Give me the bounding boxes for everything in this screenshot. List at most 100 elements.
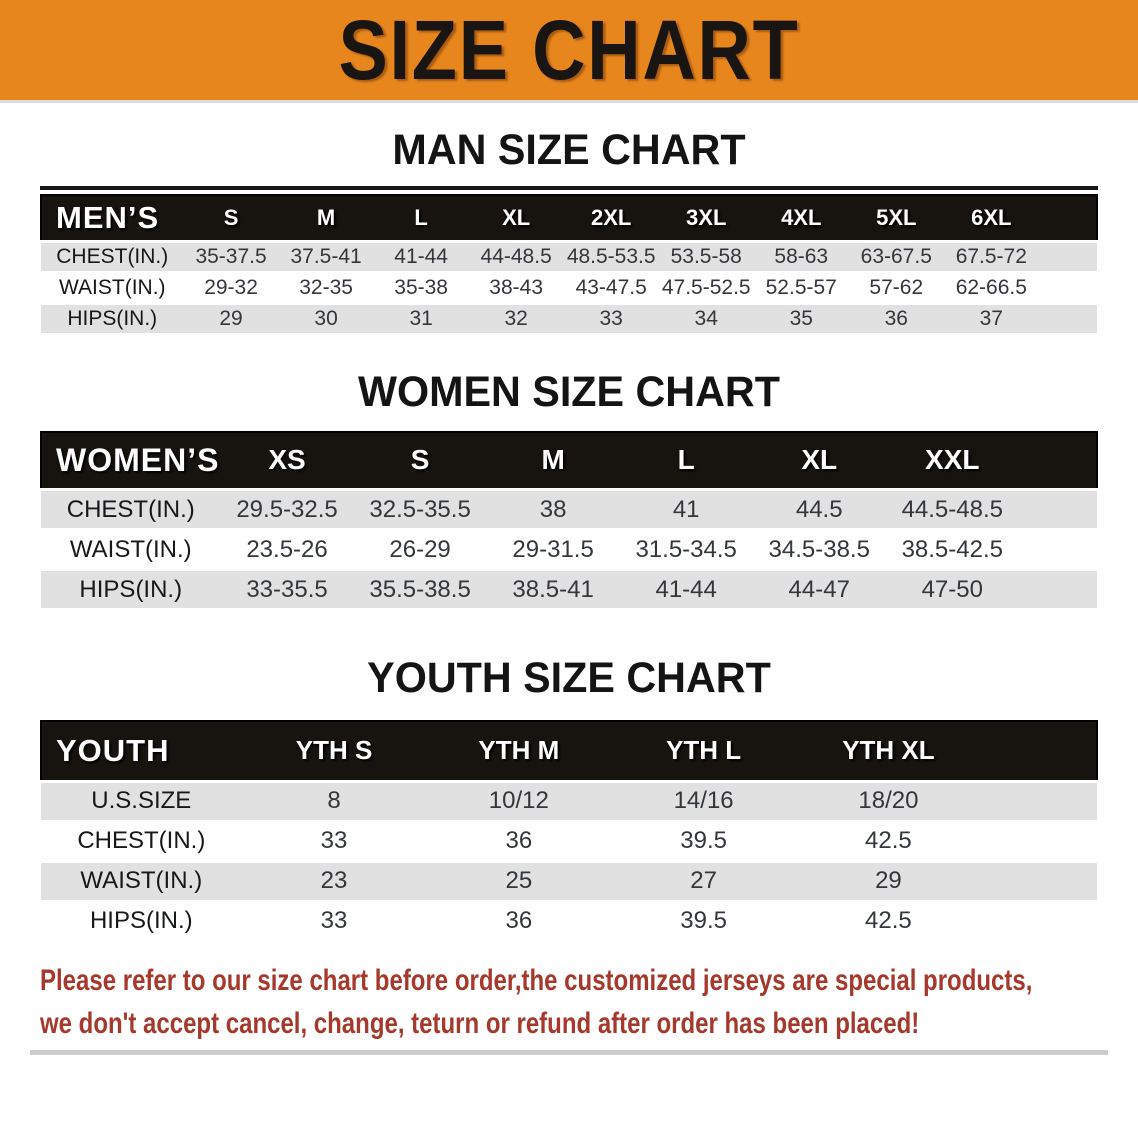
spacer-cell bbox=[1019, 432, 1097, 490]
size-value-cell: 43-47.5 bbox=[575, 275, 647, 299]
youth-size-table-grid: YOUTH YTH S YTH M YTH L YTH XL U.S.SIZE 8 10/12… bbox=[40, 720, 1098, 943]
size-value-cell: 29 bbox=[219, 306, 243, 330]
row-label: WAIST(IN.) bbox=[80, 867, 203, 894]
size-value-cell: 32 bbox=[504, 306, 528, 330]
size-column-header: XS bbox=[268, 444, 306, 476]
size-value-cell: 47.5-52.5 bbox=[661, 275, 751, 299]
size-value-cell: 41-44 bbox=[394, 244, 448, 268]
spacer-cell bbox=[981, 861, 1097, 901]
size-value-cell: 29-32 bbox=[204, 275, 258, 299]
size-value-cell: 57-62 bbox=[869, 275, 924, 299]
size-column-header: XL bbox=[801, 444, 838, 476]
size-column-header: XXL bbox=[925, 444, 980, 476]
size-value-cell: 34 bbox=[694, 306, 718, 330]
size-value-cell: 37.5-41 bbox=[290, 244, 362, 268]
size-value-cell: 44-48.5 bbox=[480, 244, 552, 268]
size-chart-title: SIZE CHART bbox=[338, 3, 800, 97]
spacer-cell bbox=[981, 781, 1097, 821]
size-value-cell: 44.5-48.5 bbox=[901, 495, 1003, 523]
size-value-cell: 29.5-32.5 bbox=[236, 495, 338, 523]
size-value-cell: 41-44 bbox=[655, 575, 717, 603]
table-header-row: MEN’S S M L XL 2XL 3XL 4XL 5XL 6XL bbox=[41, 195, 1097, 241]
size-value-cell: 41 bbox=[672, 495, 700, 523]
row-label: CHEST(IN.) bbox=[56, 244, 169, 268]
table-corner-label: YOUTH bbox=[56, 732, 170, 768]
man-size-section: MAN SIZE CHART MEN’S S M L XL 2XL 3XL 4XL 5XL 6XL… bbox=[0, 127, 1138, 336]
measurement-row: CHEST(IN.) 35-37.5 37.5-41 41-44 44-48.5 48.5… bbox=[41, 241, 1097, 272]
row-label: WAIST(IN.) bbox=[69, 535, 192, 563]
measurement-row: U.S.SIZE 8 10/12 14/16 18/20 bbox=[41, 781, 1097, 821]
size-column-header: 2XL bbox=[591, 204, 632, 230]
women-size-section: WOMEN SIZE CHART WOMEN’S XS S M L XL XXL CHEST(… bbox=[0, 369, 1138, 612]
row-label: HIPS(IN.) bbox=[89, 907, 193, 934]
size-value-cell: 31.5-34.5 bbox=[635, 535, 737, 563]
size-value-cell: 27 bbox=[690, 867, 717, 894]
size-value-cell: 62-66.5 bbox=[955, 275, 1027, 299]
man-size-table: MEN’S S M L XL 2XL 3XL 4XL 5XL 6XL CHEST(IN.) 35-37… bbox=[40, 186, 1098, 336]
order-disclaimer: Please refer to our size chart before or… bbox=[40, 959, 1138, 1045]
size-value-cell: 52.5-57 bbox=[765, 275, 837, 299]
spacer-cell bbox=[1019, 490, 1097, 530]
size-column-header: M bbox=[316, 204, 336, 230]
size-column-header: YTH L bbox=[666, 735, 742, 766]
size-value-cell: 38.5-41 bbox=[512, 575, 594, 603]
size-value-cell: 36 bbox=[505, 827, 533, 854]
bottom-divider-bar bbox=[30, 1049, 1108, 1055]
size-column-header: S bbox=[410, 444, 430, 476]
youth-size-heading: YOUTH SIZE CHART bbox=[367, 654, 771, 702]
women-size-heading: WOMEN SIZE CHART bbox=[358, 367, 780, 416]
size-value-cell: 33 bbox=[599, 306, 623, 330]
measurement-row: WAIST(IN.) 23 25 27 29 bbox=[41, 861, 1097, 901]
measurement-row: WAIST(IN.) 29-32 32-35 35-38 38-43 43-47.5 47.… bbox=[41, 272, 1097, 303]
size-value-cell: 18/20 bbox=[858, 787, 919, 814]
size-value-cell: 32-35 bbox=[299, 275, 353, 299]
size-value-cell: 30 bbox=[314, 306, 338, 330]
table-corner-label: MEN’S bbox=[56, 199, 160, 235]
size-value-cell: 37 bbox=[979, 306, 1003, 330]
measurement-row: HIPS(IN.) 29 30 31 32 33 34 35 36 37 bbox=[41, 303, 1097, 334]
measurement-row: WAIST(IN.) 23.5-26 26-29 29-31.5 31.5-34.5 34… bbox=[41, 529, 1097, 570]
size-value-cell: 58-63 bbox=[774, 244, 829, 268]
size-value-cell: 23 bbox=[320, 867, 348, 894]
size-column-header: YTH XL bbox=[842, 735, 935, 766]
size-value-cell: 38-43 bbox=[489, 275, 544, 299]
women-size-table-grid: WOMEN’S XS S M L XL XXL CHEST(IN.) 29.5-32.5 32.5… bbox=[40, 431, 1098, 612]
disclaimer-line-2: we don't accept cancel, change, teturn o… bbox=[40, 1006, 920, 1040]
size-column-header: 3XL bbox=[686, 204, 727, 230]
spacer-cell bbox=[981, 721, 1097, 781]
man-size-table-grid: MEN’S S M L XL 2XL 3XL 4XL 5XL 6XL CHEST(IN.) 35-37… bbox=[40, 194, 1098, 336]
size-value-cell: 10/12 bbox=[488, 787, 549, 814]
size-value-cell: 38.5-42.5 bbox=[901, 535, 1003, 563]
size-value-cell: 33-35.5 bbox=[246, 575, 328, 603]
youth-size-section: YOUTH SIZE CHART YOUTH YTH S YTH M YTH L YTH… bbox=[0, 655, 1138, 943]
spacer-cell bbox=[1039, 272, 1097, 303]
size-value-cell: 44-47 bbox=[788, 575, 850, 603]
table-header-row: WOMEN’S XS S M L XL XXL bbox=[41, 431, 1097, 490]
row-label: CHEST(IN.) bbox=[66, 495, 195, 523]
row-label: U.S.SIZE bbox=[91, 787, 192, 814]
spacer-cell bbox=[1019, 530, 1097, 570]
size-value-cell: 42.5 bbox=[865, 907, 912, 934]
row-label: WAIST(IN.) bbox=[59, 275, 166, 299]
table-corner-label: WOMEN’S bbox=[56, 441, 220, 478]
size-value-cell: 8 bbox=[327, 787, 341, 814]
spacer-cell bbox=[1039, 241, 1097, 272]
youth-size-table: YOUTH YTH S YTH M YTH L YTH XL U.S.SIZE 8 10/12… bbox=[40, 720, 1098, 943]
size-value-cell: 35-37.5 bbox=[195, 244, 267, 268]
measurement-row: CHEST(IN.) 29.5-32.5 32.5-35.5 38 41 44.5 44.5… bbox=[41, 489, 1097, 530]
size-value-cell: 63-67.5 bbox=[860, 244, 932, 268]
size-column-header: S bbox=[223, 204, 239, 230]
size-column-header: M bbox=[541, 444, 565, 476]
size-column-header: YTH M bbox=[478, 735, 560, 766]
size-value-cell: 29-31.5 bbox=[512, 535, 594, 563]
size-value-cell: 38 bbox=[539, 495, 567, 523]
size-value-cell: 48.5-53.5 bbox=[566, 244, 656, 268]
table-header-row: YOUTH YTH S YTH M YTH L YTH XL bbox=[41, 721, 1097, 781]
size-column-header: L bbox=[677, 444, 695, 476]
size-value-cell: 35.5-38.5 bbox=[369, 575, 471, 603]
size-value-cell: 44.5 bbox=[795, 495, 843, 523]
size-column-header: YTH S bbox=[295, 735, 373, 766]
size-value-cell: 34.5-38.5 bbox=[768, 535, 870, 563]
spacer-cell bbox=[1019, 570, 1097, 610]
spacer-cell bbox=[1039, 303, 1097, 334]
